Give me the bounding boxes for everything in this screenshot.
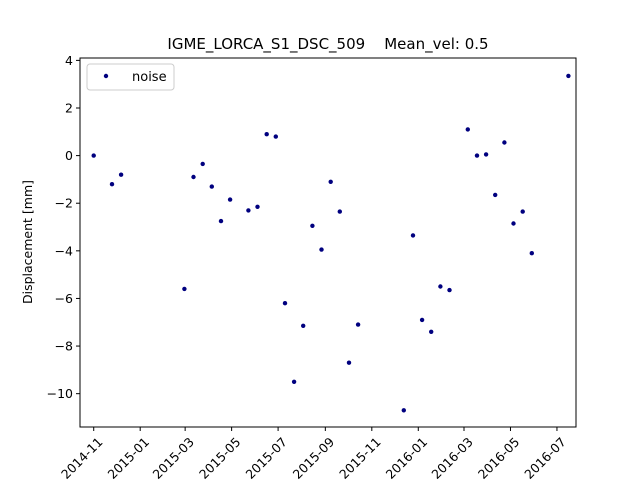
- x-tick-label: 2015-09: [290, 434, 338, 480]
- data-point: [255, 204, 260, 209]
- legend-marker: [103, 73, 109, 79]
- data-point: [282, 301, 288, 306]
- data-point: [337, 209, 342, 214]
- x-tick-label: 2015-03: [150, 434, 198, 480]
- data-point: [502, 140, 507, 145]
- chart-title: IGME_LORCA_S1_DSC_509 Mean_vel: 0.5: [167, 35, 488, 54]
- data-point: [474, 153, 480, 158]
- y-tick-label: 4: [65, 53, 73, 68]
- data-point: [218, 218, 224, 224]
- data-points: [91, 73, 571, 413]
- data-point: [419, 317, 425, 323]
- legend-label-noise: noise: [132, 70, 167, 85]
- x-tick-label: 2015-01: [105, 434, 153, 480]
- data-point: [529, 251, 534, 256]
- y-axis-label: Displacement [mm]: [20, 180, 35, 304]
- data-point: [401, 408, 406, 413]
- data-point: [227, 197, 233, 202]
- x-tick-label: 2015-11: [336, 434, 384, 480]
- y-tick-label: 0: [65, 148, 73, 163]
- data-point: [182, 286, 187, 292]
- y-tick-label: −2: [55, 196, 73, 211]
- legend: noise: [86, 63, 175, 91]
- data-point: [310, 223, 315, 228]
- y-tick-label: −10: [47, 386, 73, 401]
- data-point: [346, 360, 352, 365]
- data-point: [493, 192, 498, 198]
- y-tick-label: −4: [55, 243, 73, 258]
- data-point: [447, 287, 452, 293]
- data-point: [465, 127, 470, 132]
- data-point: [301, 323, 306, 328]
- data-point: [355, 322, 361, 327]
- data-point: [291, 379, 297, 384]
- plot-area: [80, 58, 576, 427]
- data-point: [410, 233, 416, 238]
- data-point: [264, 132, 269, 137]
- data-point: [246, 208, 251, 213]
- legend-box: [86, 63, 175, 91]
- x-tick-label: 2014-11: [58, 434, 106, 480]
- data-point: [91, 153, 96, 158]
- data-point: [191, 174, 196, 180]
- data-point: [438, 284, 443, 289]
- data-point: [118, 172, 124, 177]
- data-point: [109, 182, 115, 187]
- data-point: [429, 329, 434, 334]
- x-tick-label: 2016-03: [428, 434, 476, 480]
- x-tick-label: 2016-01: [383, 434, 431, 480]
- x-tick-label: 2016-07: [521, 434, 569, 480]
- y-tick-label: 2: [65, 100, 73, 115]
- data-point: [328, 179, 333, 184]
- data-point: [566, 73, 571, 79]
- data-point: [483, 152, 489, 157]
- x-tick-label: 2016-05: [475, 434, 523, 480]
- data-point: [273, 134, 278, 139]
- data-point: [209, 184, 214, 189]
- x-tick-label: 2015-07: [242, 434, 290, 480]
- data-point: [511, 221, 516, 226]
- data-point: [520, 209, 525, 214]
- data-point: [200, 161, 205, 167]
- data-point: [319, 247, 324, 252]
- x-tick-label: 2015-05: [196, 434, 244, 480]
- y-tick-label: −8: [55, 339, 73, 354]
- axes-frame: [79, 57, 577, 428]
- y-tick-label: −6: [55, 291, 73, 306]
- y-axis-ticks: 4 2 0 −2 −4 −6 −8 −10: [47, 53, 80, 401]
